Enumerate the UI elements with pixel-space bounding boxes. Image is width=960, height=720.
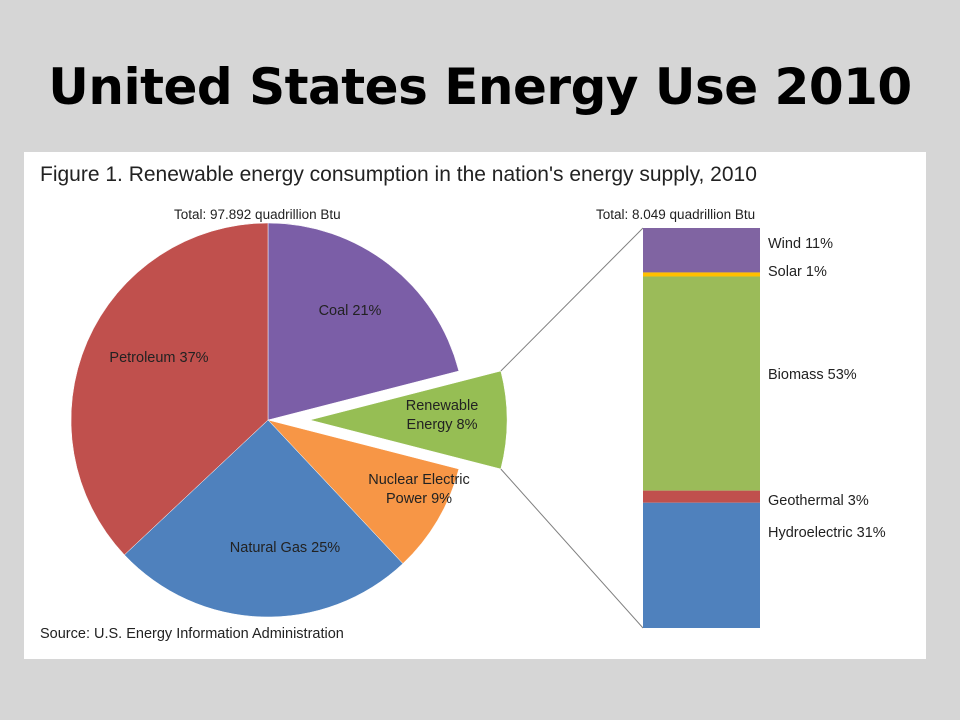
- bar-segment-wind: [643, 228, 760, 273]
- pie-slice-renewable-energy: [309, 370, 508, 470]
- connector-line-top: [500, 227, 644, 372]
- pie-slice-coal: [267, 222, 460, 421]
- pie-label-natural-gas: Natural Gas 25%: [230, 540, 341, 556]
- bar-label-biomass: Biomass 53%: [768, 367, 857, 383]
- bar-segment-biomass: [643, 276, 760, 491]
- pie-slice-natural-gas: [124, 419, 404, 618]
- pie-label-petroleum: Petroleum 37%: [109, 350, 208, 366]
- pie-chart: Coal 21% Renewable Energy 8% Nuclear Electr…: [70, 222, 508, 618]
- pie-label-coal: Coal 21%: [319, 303, 382, 319]
- energy-chart: Figure 1. Renewable energy consumption i…: [40, 163, 886, 642]
- bar-segment-solar: [643, 272, 760, 277]
- slide-title: United States Energy Use 2010: [48, 58, 912, 116]
- figure-panel: Figure 1. Renewable energy consumption i…: [24, 152, 926, 659]
- figure-title: Figure 1. Renewable energy consumption i…: [40, 163, 757, 186]
- bar-label-geothermal: Geothermal 3%: [768, 493, 869, 509]
- stacked-bar-chart: Wind 11% Solar 1% Biomass 53% Geothermal 3%…: [643, 228, 886, 628]
- bar-label-wind: Wind 11%: [768, 236, 833, 252]
- bar-segment-hydroelectric: [643, 502, 760, 628]
- connector-lines: [500, 227, 644, 629]
- pie-slice-nuclear-electric-power: [267, 419, 460, 564]
- connector-line-bottom: [500, 468, 644, 629]
- pie-slice-petroleum: [70, 222, 269, 556]
- bar-segment-geothermal: [643, 490, 760, 503]
- bar-label-hydroelectric: Hydroelectric 31%: [768, 525, 886, 541]
- bar-label-solar: Solar 1%: [768, 264, 827, 280]
- pie-label-renewable-energy: Renewable Energy 8%: [406, 398, 479, 433]
- source-note: Source: U.S. Energy Information Administ…: [40, 626, 344, 642]
- pie-label-nuclear-electric-power: Nuclear Electric Power 9%: [368, 472, 470, 507]
- bar-total-label: Total: 8.049 quadrillion Btu: [596, 207, 755, 222]
- pie-total-label: Total: 97.892 quadrillion Btu: [174, 207, 341, 222]
